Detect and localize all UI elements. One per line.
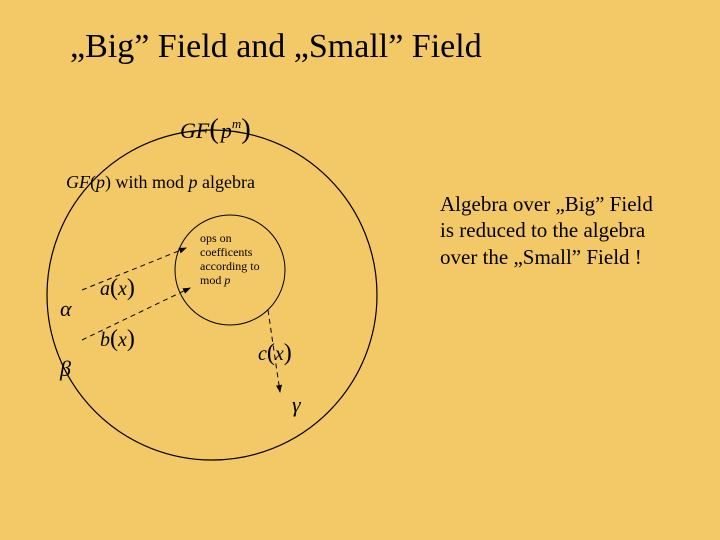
- inner-note: ops oncoefficentsaccording tomod p: [200, 231, 260, 287]
- svg-text:coefficents: coefficents: [200, 245, 253, 259]
- label-c-of-x: c(x): [258, 340, 292, 366]
- svg-text:c(x): c(x): [258, 340, 292, 366]
- mapping-arrow-2: [82, 288, 190, 340]
- label-beta: β: [59, 356, 71, 381]
- label-alpha: α: [60, 296, 72, 321]
- svg-text:GF(pm): GF(pm): [180, 114, 251, 145]
- slide-root: „Big” Field and „Small” Field Algebra ov…: [0, 0, 720, 540]
- label-gamma: γ: [292, 392, 302, 417]
- svg-text:mod p: mod p: [200, 273, 230, 287]
- label-a-of-x: a(x): [100, 275, 135, 301]
- label-gf-pm: GF(pm): [180, 114, 251, 145]
- label-gfp-row: GF(p) with mod p algebra: [66, 172, 255, 193]
- svg-text:according to: according to: [200, 259, 260, 273]
- svg-text:a(x): a(x): [100, 275, 135, 301]
- svg-text:GF(p) with mod p algebra: GF(p) with mod p algebra: [66, 172, 255, 193]
- svg-text:b(x): b(x): [100, 326, 135, 352]
- field-diagram: GF(pm) GF(p) with mod p algebra a(x) b(x) c(…: [0, 0, 720, 540]
- label-b-of-x: b(x): [100, 326, 135, 352]
- svg-text:ops on: ops on: [200, 231, 232, 245]
